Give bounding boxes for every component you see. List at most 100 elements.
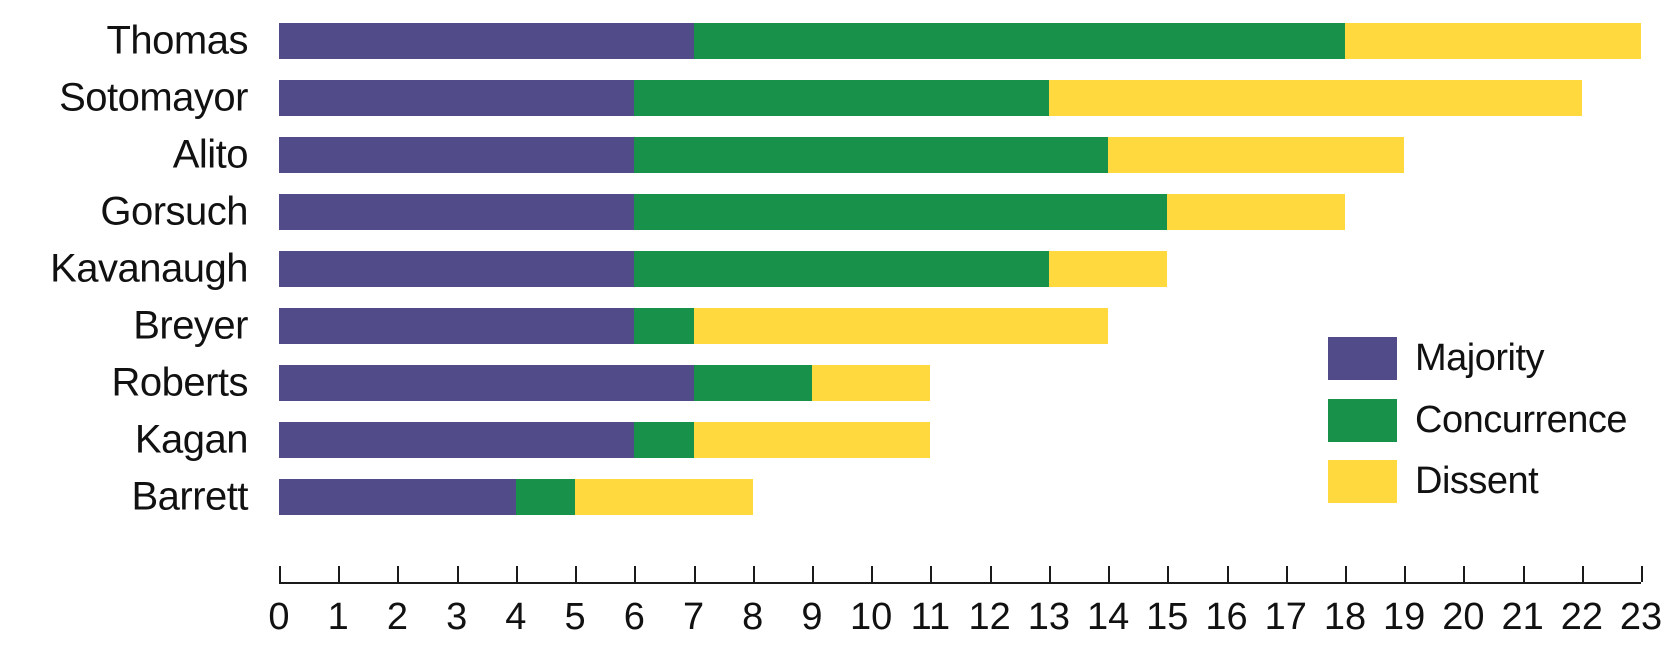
category-label-alito: Alito [172,132,249,177]
x-axis-tick-7 [693,566,696,582]
bar-segment-dissent-kagan [693,422,931,458]
x-axis-tick-9 [811,566,814,582]
bar-row-kavanaugh [279,251,1168,287]
x-axis-tick-10 [871,566,874,582]
category-label-gorsuch: Gorsuch [100,189,248,234]
x-axis-tick-22 [1581,566,1584,582]
bar-segment-concurrence-sotomayor [634,80,1049,116]
legend-swatch-concurrence [1328,398,1397,442]
legend-label-majority: Majority [1415,337,1545,379]
legend-item-concurrence: Concurrence [1328,398,1628,442]
x-axis-tick-20 [1463,566,1466,582]
x-axis-tick-8 [752,566,755,582]
bar-row-thomas [279,23,1642,59]
bar-segment-concurrence-kagan [634,422,694,458]
bar-segment-majority-thomas [279,23,694,59]
x-axis-tick-label-2: 2 [386,596,409,638]
x-axis-tick-label-1: 1 [327,596,349,638]
x-axis-tick-label-10: 10 [850,596,893,638]
bar-row-alito [279,137,1405,173]
bar-segment-majority-kagan [279,422,635,458]
x-axis-tick-2 [397,566,400,582]
x-axis-tick-11 [930,566,933,582]
bar-row-breyer [279,308,1109,344]
x-axis-tick-15 [1167,566,1170,582]
x-axis-tick-13 [1048,566,1051,582]
x-axis-tick-label-0: 0 [268,596,290,638]
legend-label-concurrence: Concurrence [1415,398,1628,441]
x-axis-tick-label-17: 17 [1264,596,1307,638]
x-axis-tick-label-13: 13 [1027,596,1070,638]
bar-segment-dissent-roberts [811,365,931,401]
x-axis-tick-1 [338,566,341,582]
x-axis-tick-0 [279,566,281,582]
bar-segment-concurrence-kavanaugh [634,251,1049,287]
category-label-roberts: Roberts [111,360,248,405]
bar-segment-dissent-thomas [1344,23,1642,59]
bar-segment-dissent-barrett [575,479,753,515]
category-label-kavanaugh: Kavanaugh [50,246,248,291]
bar-segment-dissent-gorsuch [1167,194,1345,230]
x-axis-tick-18 [1344,566,1347,582]
bar-segment-majority-breyer [279,308,635,344]
x-axis-tick-label-8: 8 [742,596,764,638]
category-label-kagan: Kagan [134,417,249,462]
x-axis-tick-label-9: 9 [801,596,823,638]
bar-segment-majority-barrett [279,479,516,515]
x-axis-tick-23 [1641,566,1644,582]
bar-segment-concurrence-barrett [515,479,576,515]
x-axis-tick-label-12: 12 [968,596,1011,638]
bar-segment-concurrence-roberts [693,365,812,401]
x-axis-tick-label-18: 18 [1323,596,1367,638]
x-axis-tick-label-19: 19 [1383,596,1426,638]
bar-segment-concurrence-thomas [693,23,1345,59]
x-axis-tick-6 [634,566,637,582]
bar-segment-concurrence-breyer [634,308,694,344]
bar-segment-dissent-breyer [693,308,1109,344]
bar-segment-majority-kavanaugh [279,251,635,287]
category-label-barrett: Barrett [131,474,248,519]
bar-row-kagan [279,422,931,458]
x-axis-tick-21 [1522,566,1525,582]
x-axis-tick-label-7: 7 [682,596,705,638]
x-axis-tick-label-20: 20 [1442,596,1485,638]
x-axis-tick-19 [1404,566,1407,582]
bar-segment-concurrence-gorsuch [634,194,1168,230]
bar-row-barrett [279,479,753,515]
bar-segment-majority-sotomayor [279,80,635,116]
x-axis-tick-14 [1108,566,1111,582]
category-label-sotomayor: Sotomayor [59,75,248,120]
x-axis-tick-label-11: 11 [910,596,951,638]
x-axis-tick-5 [575,566,578,582]
category-label-breyer: Breyer [133,303,248,348]
x-axis-tick-label-5: 5 [564,596,586,638]
x-axis-tick-3 [456,566,459,582]
x-axis-tick-label-22: 22 [1560,596,1603,638]
x-axis-tick-4 [515,566,518,582]
bar-segment-majority-alito [279,137,635,173]
bar-segment-dissent-kavanaugh [1048,251,1168,287]
x-axis-line [279,582,1642,584]
legend-swatch-dissent [1328,460,1397,503]
x-axis-tick-16 [1226,566,1229,582]
x-axis-tick-label-4: 4 [505,596,527,638]
x-axis-tick-label-14: 14 [1086,596,1130,638]
legend-item-dissent: Dissent [1328,460,1539,503]
legend-item-majority: Majority [1328,337,1545,380]
legend-label-dissent: Dissent [1415,460,1539,502]
bar-row-roberts [279,365,931,401]
x-axis-tick-label-23: 23 [1619,596,1663,638]
x-axis-tick-label-6: 6 [623,596,645,638]
bar-row-gorsuch [279,194,1345,230]
x-axis-tick-label-16: 16 [1205,596,1248,638]
x-axis-tick-label-3: 3 [446,596,468,638]
x-axis-tick-label-15: 15 [1146,596,1189,638]
bar-segment-majority-roberts [279,365,694,401]
category-label-thomas: Thomas [106,18,249,63]
x-axis-tick-12 [989,566,992,582]
bar-segment-concurrence-alito [634,137,1109,173]
legend-swatch-majority [1328,337,1397,380]
bar-row-sotomayor [279,80,1582,116]
x-axis-tick-17 [1285,566,1288,582]
